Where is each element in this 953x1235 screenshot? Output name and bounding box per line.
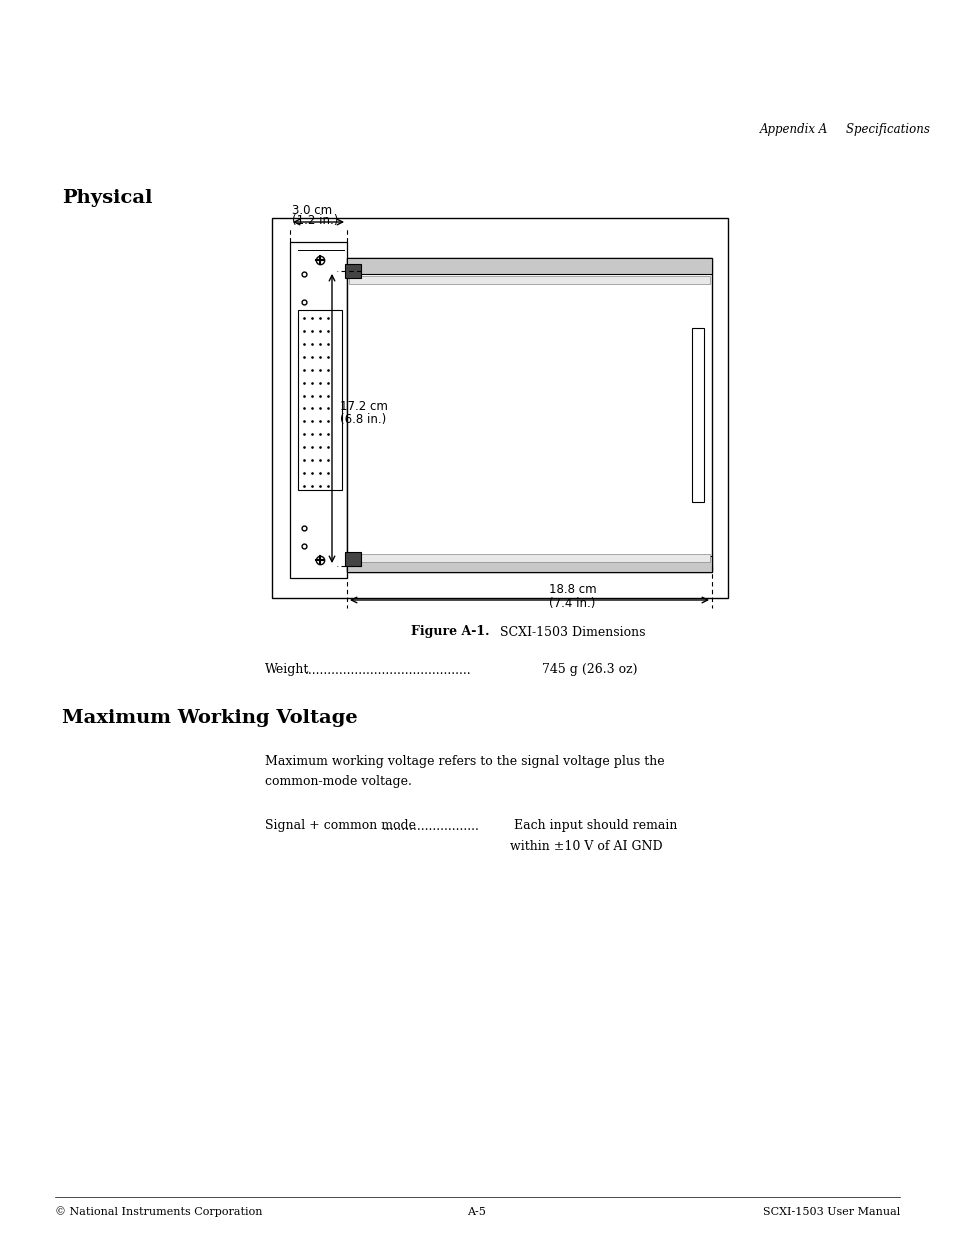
Text: (7.4 in.): (7.4 in.)	[549, 597, 596, 610]
Bar	[349, 555, 709, 562]
Text: (6.8 in.): (6.8 in.)	[339, 414, 386, 426]
Text: Appendix A     Specifications: Appendix A Specifications	[760, 124, 930, 137]
Text: common-mode voltage.: common-mode voltage.	[265, 776, 412, 788]
Text: Weight: Weight	[265, 663, 309, 677]
Bar	[691, 329, 703, 501]
Text: 18.8 cm: 18.8 cm	[549, 583, 597, 597]
Text: (1.2 in.): (1.2 in.)	[292, 214, 338, 227]
Text: 745 g (26.3 oz): 745 g (26.3 oz)	[537, 663, 637, 677]
Text: 17.2 cm: 17.2 cm	[339, 399, 388, 412]
Bar	[347, 258, 711, 572]
Text: Physical: Physical	[62, 189, 152, 207]
Bar	[347, 258, 711, 274]
Bar	[272, 219, 727, 598]
Text: .........................: .........................	[382, 820, 479, 832]
Bar	[349, 275, 709, 284]
Text: ...........................................: ........................................…	[305, 663, 471, 677]
Text: 3.0 cm: 3.0 cm	[292, 204, 332, 217]
Text: SCXI-1503 User Manual: SCXI-1503 User Manual	[762, 1207, 899, 1216]
Text: Each input should remain: Each input should remain	[510, 820, 677, 832]
Text: Maximum working voltage refers to the signal voltage plus the: Maximum working voltage refers to the si…	[265, 756, 664, 768]
Bar	[345, 264, 360, 278]
Text: SCXI-1503 Dimensions: SCXI-1503 Dimensions	[492, 625, 645, 638]
Text: Figure A-1.: Figure A-1.	[411, 625, 490, 638]
Text: A-5: A-5	[467, 1207, 486, 1216]
Text: within ±10 V of AI GND: within ±10 V of AI GND	[510, 840, 662, 852]
Bar	[345, 552, 360, 566]
Bar	[347, 556, 711, 572]
Bar	[297, 310, 341, 490]
Text: © National Instruments Corporation: © National Instruments Corporation	[55, 1207, 262, 1218]
Text: Maximum Working Voltage: Maximum Working Voltage	[62, 709, 357, 727]
Text: Signal + common mode: Signal + common mode	[265, 820, 419, 832]
Bar	[290, 242, 347, 578]
